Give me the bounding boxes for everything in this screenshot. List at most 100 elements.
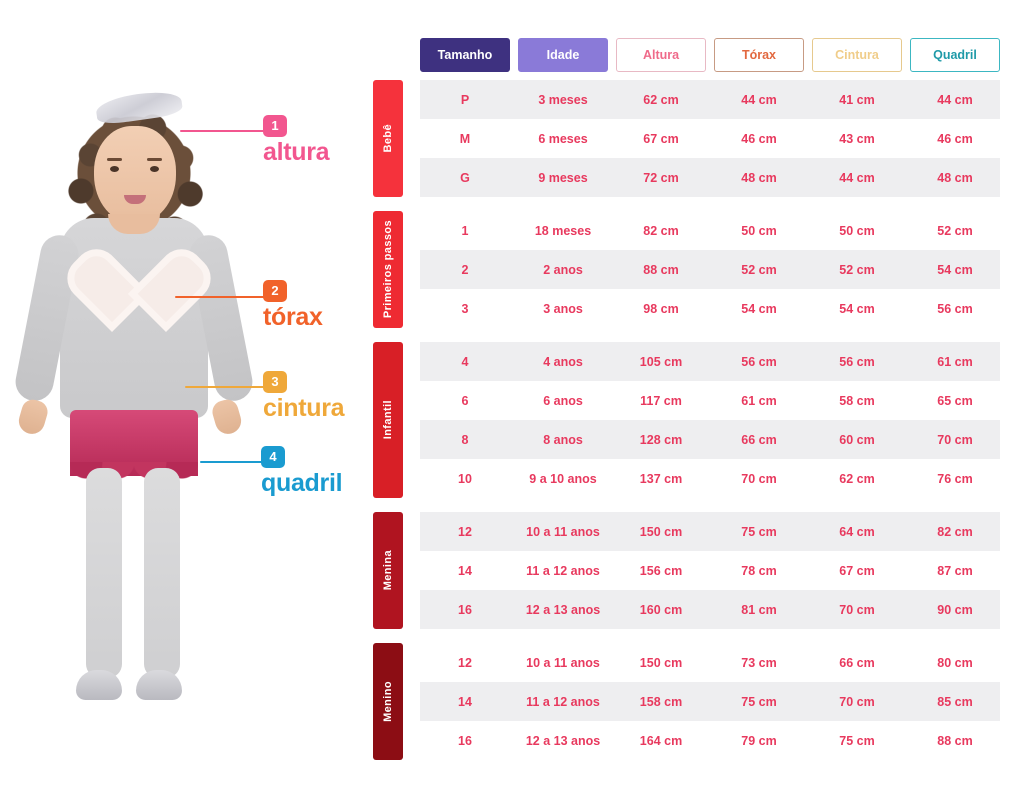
cell-tamanho: 8 (461, 432, 469, 447)
callout-label-quadril: quadril (261, 469, 343, 497)
cell-tamanho: 16 (458, 733, 472, 748)
cell-tamanho: 3 (461, 301, 469, 316)
table-row[interactable]: 16 12 a 13 anos 164 cm 79 cm 75 cm 88 cm (420, 721, 1000, 760)
table-row[interactable]: 10 9 a 10 anos 137 cm 70 cm 62 cm 76 cm (420, 459, 1000, 498)
cell-altura: 164 cm (639, 733, 683, 748)
table-row[interactable]: 16 12 a 13 anos 160 cm 81 cm 70 cm 90 cm (420, 590, 1000, 629)
shoe-left (76, 670, 122, 700)
table-row[interactable]: 4 4 anos 105 cm 56 cm 56 cm 61 cm (420, 342, 1000, 381)
cell-quadril: 82 cm (937, 524, 973, 539)
neckline-shape (108, 214, 160, 234)
cell-cintura: 60 cm (839, 432, 875, 447)
cell-cintura: 70 cm (839, 602, 875, 617)
table-row[interactable]: 6 6 anos 117 cm 61 cm 58 cm 65 cm (420, 381, 1000, 420)
group-label-menino[interactable]: Menino (373, 643, 403, 760)
callout-cintura[interactable]: 3 cintura (263, 371, 345, 423)
heart-applique (94, 256, 172, 326)
cell-torax: 70 cm (741, 471, 777, 486)
column-header-quadril[interactable]: Quadril (910, 38, 1000, 72)
group-rows: 1 18 meses 82 cm 50 cm 50 cm 52 cm 2 2 anos 88 c… (420, 211, 1000, 328)
group-rows: 4 4 anos 105 cm 56 cm 56 cm 61 cm 6 6 anos 117 c… (420, 342, 1000, 498)
callout-label-torax: tórax (263, 303, 323, 331)
cell-altura: 137 cm (639, 471, 683, 486)
leader-line-quadril (200, 461, 262, 463)
cell-quadril: 85 cm (937, 694, 973, 709)
callout-number-2: 2 (263, 280, 287, 302)
table-row[interactable]: M 6 meses 67 cm 46 cm 43 cm 46 cm (420, 119, 1000, 158)
table-row[interactable]: 1 18 meses 82 cm 50 cm 50 cm 52 cm (420, 211, 1000, 250)
cell-tamanho: 16 (458, 602, 472, 617)
cell-altura: 72 cm (643, 170, 679, 185)
cell-altura: 98 cm (643, 301, 679, 316)
group-label-menina[interactable]: Menina (373, 512, 403, 629)
table-group-infantil: Infantil 4 4 anos 105 cm 56 cm 56 cm 61 cm 6 6 a… (373, 342, 1000, 498)
cell-altura: 67 cm (643, 131, 679, 146)
column-header-trax[interactable]: Tórax (714, 38, 804, 72)
callout-altura[interactable]: 1 altura (263, 115, 330, 167)
cell-tamanho: 4 (461, 354, 469, 369)
cell-tamanho: 14 (458, 563, 472, 578)
table-row[interactable]: 3 3 anos 98 cm 54 cm 54 cm 56 cm (420, 289, 1000, 328)
eye-left (110, 166, 119, 172)
table-row[interactable]: 14 11 a 12 anos 158 cm 75 cm 70 cm 85 cm (420, 682, 1000, 721)
cell-altura: 158 cm (639, 694, 683, 709)
cell-idade: 18 meses (534, 223, 592, 238)
cell-quadril: 44 cm (937, 92, 973, 107)
cell-quadril: 61 cm (937, 354, 973, 369)
table-row[interactable]: 8 8 anos 128 cm 66 cm 60 cm 70 cm (420, 420, 1000, 459)
cell-quadril: 46 cm (937, 131, 973, 146)
table-row[interactable]: 2 2 anos 88 cm 52 cm 52 cm 54 cm (420, 250, 1000, 289)
callout-quadril[interactable]: 4 quadril (261, 446, 343, 498)
cell-torax: 48 cm (741, 170, 777, 185)
cell-altura: 160 cm (639, 602, 683, 617)
leg-left (86, 468, 122, 678)
callout-label-altura: altura (263, 138, 330, 166)
cell-altura: 82 cm (643, 223, 679, 238)
column-header-altura[interactable]: Altura (616, 38, 706, 72)
table-row[interactable]: 12 10 a 11 anos 150 cm 75 cm 64 cm 82 cm (420, 512, 1000, 551)
cell-torax: 78 cm (741, 563, 777, 578)
cell-cintura: 67 cm (839, 563, 875, 578)
group-label-text: Infantil (382, 400, 394, 440)
group-label-beb[interactable]: Bebê (373, 80, 403, 197)
table-row[interactable]: 12 10 a 11 anos 150 cm 73 cm 66 cm 80 cm (420, 643, 1000, 682)
cell-idade: 9 a 10 anos (529, 471, 597, 486)
cell-torax: 75 cm (741, 524, 777, 539)
table-row[interactable]: P 3 meses 62 cm 44 cm 41 cm 44 cm (420, 80, 1000, 119)
cell-quadril: 70 cm (937, 432, 973, 447)
model-photo-panel: 1 altura 2 tórax 3 cintura 4 quadril (0, 0, 365, 801)
cell-altura: 128 cm (639, 432, 683, 447)
table-group-menino: Menino 12 10 a 11 anos 150 cm 73 cm 66 cm 80 c… (373, 643, 1000, 760)
cell-torax: 75 cm (741, 694, 777, 709)
cell-idade: 12 a 13 anos (525, 602, 601, 617)
group-label-primeirospassos[interactable]: Primeiros passos (373, 211, 403, 328)
sleeve-left (12, 231, 82, 405)
group-rows: P 3 meses 62 cm 44 cm 41 cm 44 cm M 6 meses 67 c… (420, 80, 1000, 197)
callout-number-3: 3 (263, 371, 287, 393)
cell-cintura: 66 cm (839, 655, 875, 670)
table-group-menina: Menina 12 10 a 11 anos 150 cm 75 cm 64 cm 82 c… (373, 512, 1000, 629)
cell-tamanho: M (459, 131, 471, 146)
cell-torax: 66 cm (741, 432, 777, 447)
shoe-right (136, 670, 182, 700)
cell-idade: 11 a 12 anos (526, 563, 600, 578)
cell-cintura: 54 cm (839, 301, 875, 316)
column-header-cintura[interactable]: Cintura (812, 38, 902, 72)
group-label-text: Primeiros passos (382, 220, 394, 319)
cell-idade: 4 anos (543, 354, 583, 369)
table-row[interactable]: G 9 meses 72 cm 48 cm 44 cm 48 cm (420, 158, 1000, 197)
column-header-tamanho[interactable]: Tamanho (420, 38, 510, 72)
callout-label-cintura: cintura (263, 394, 345, 422)
cell-quadril: 56 cm (937, 301, 973, 316)
table-row[interactable]: 14 11 a 12 anos 156 cm 78 cm 67 cm 87 cm (420, 551, 1000, 590)
skirt-shape (70, 410, 198, 490)
callout-torax[interactable]: 2 tórax (263, 280, 323, 332)
cell-torax: 81 cm (741, 602, 777, 617)
group-label-infantil[interactable]: Infantil (373, 342, 403, 498)
cell-cintura: 64 cm (839, 524, 875, 539)
column-header-idade[interactable]: Idade (518, 38, 608, 72)
cell-torax: 61 cm (741, 393, 777, 408)
cell-torax: 73 cm (741, 655, 777, 670)
cell-cintura: 50 cm (839, 223, 875, 238)
cell-idade: 10 a 11 anos (526, 524, 600, 539)
